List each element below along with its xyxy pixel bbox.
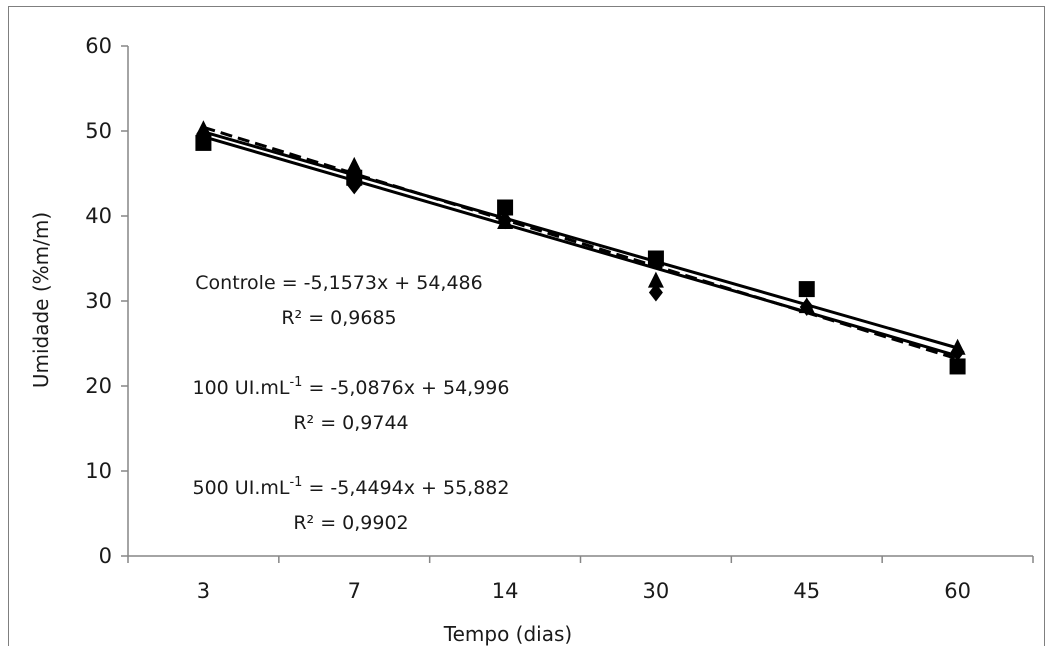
point-series-0-30 (647, 250, 664, 267)
y-tick-label: 40 (85, 204, 112, 228)
r2-500ui: R² = 0,9902 (293, 512, 408, 534)
equation-500ui-post: = -5,4494x + 55,882 (302, 477, 509, 499)
x-axis-title: Tempo (dias) (443, 622, 572, 646)
y-axis-title: Umidade (%m/m) (29, 212, 53, 388)
x-tick-label: 3 (197, 579, 210, 603)
r2-controle: R² = 0,9685 (281, 307, 396, 329)
equation-100ui-sup: -1 (289, 375, 302, 390)
point-series-1-30 (647, 271, 664, 288)
point-series-0-3 (195, 134, 212, 151)
equation-500ui-sup: -1 (289, 475, 302, 490)
r2-100ui: R² = 0,9744 (293, 412, 408, 434)
trendline-series-2 (202, 135, 959, 358)
equation-controle: Controle = -5,1573x + 54,486 (195, 272, 482, 294)
point-series-2-7 (347, 176, 362, 195)
x-tick-label: 60 (944, 579, 971, 603)
point-series-1-7 (346, 156, 363, 173)
equation-500ui-pre: 500 UI.mL (193, 477, 290, 499)
chart-frame (8, 6, 1045, 646)
point-series-0-14 (497, 199, 514, 216)
point-series-2-30 (648, 283, 663, 302)
equation-500ui: 500 UI.mL-1 = -5,4494x + 55,882 (193, 475, 510, 499)
point-series-2-60 (950, 343, 965, 361)
y-tick-label: 60 (85, 34, 112, 58)
point-series-2-3 (196, 124, 211, 143)
point-series-0-60 (949, 358, 966, 375)
x-tick-label: 14 (492, 579, 519, 603)
data-points (195, 120, 966, 375)
equation-100ui-post: = -5,0876x + 54,996 (302, 377, 509, 399)
y-tick-label: 10 (85, 459, 112, 483)
y-tick-label: 30 (85, 289, 112, 313)
trendlines (202, 125, 959, 361)
equation-100ui-pre: 100 UI.mL (193, 377, 290, 399)
point-series-0-45 (798, 281, 815, 298)
x-tick-label: 45 (793, 579, 820, 603)
x-tick-label: 7 (348, 579, 361, 603)
point-series-2-14 (498, 211, 513, 230)
y-tick-label: 0 (99, 544, 112, 568)
y-tick-label: 20 (85, 374, 112, 398)
point-series-2-45 (799, 297, 814, 316)
trendline-series-1 (203, 130, 958, 350)
annotations: Controle = -5,1573x + 54,486 R² = 0,9685… (193, 272, 510, 534)
y-tick-label: 50 (85, 119, 112, 143)
equation-100ui: 100 UI.mL-1 = -5,0876x + 54,996 (193, 375, 510, 399)
x-tick-label: 30 (643, 579, 670, 603)
